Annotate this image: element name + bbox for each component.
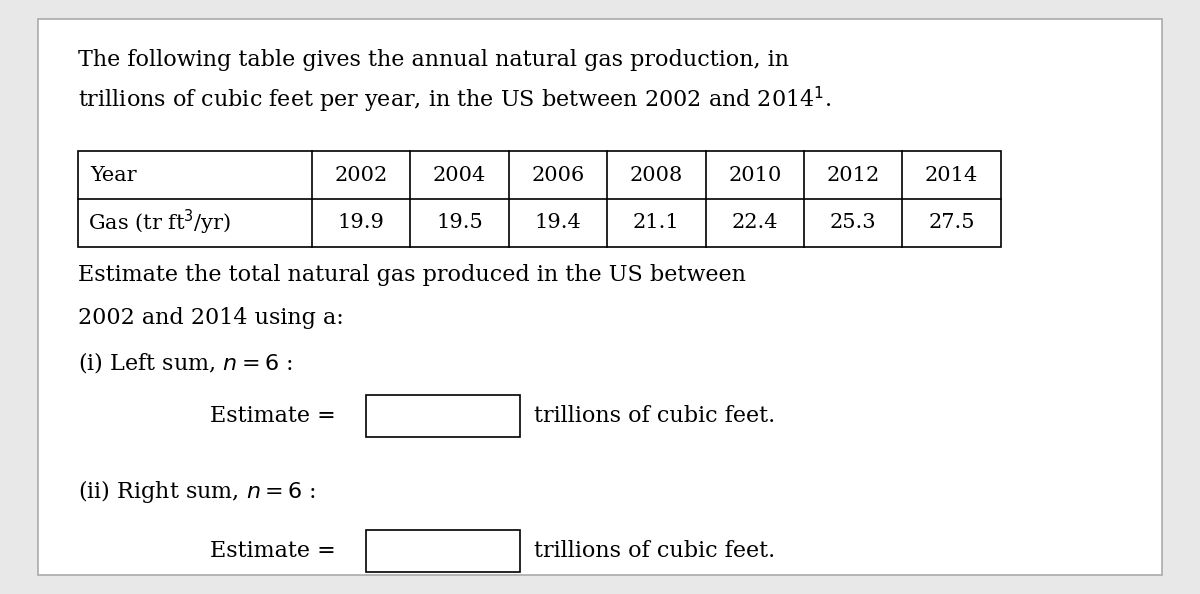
Text: Estimate the total natural gas produced in the US between: Estimate the total natural gas produced … xyxy=(78,264,746,286)
Text: 2002 and 2014 using a:: 2002 and 2014 using a: xyxy=(78,307,343,329)
Text: Gas (tr ft$^3$/yr): Gas (tr ft$^3$/yr) xyxy=(88,208,230,238)
Text: 22.4: 22.4 xyxy=(732,213,778,232)
Text: 2006: 2006 xyxy=(532,166,584,185)
Text: (ii) Right sum, $n = 6$ :: (ii) Right sum, $n = 6$ : xyxy=(78,478,316,505)
Text: 2010: 2010 xyxy=(728,166,781,185)
Text: 19.4: 19.4 xyxy=(535,213,581,232)
Text: 27.5: 27.5 xyxy=(929,213,974,232)
Text: 2004: 2004 xyxy=(433,166,486,185)
Text: 21.1: 21.1 xyxy=(634,213,679,232)
Text: 2014: 2014 xyxy=(925,166,978,185)
Text: 19.5: 19.5 xyxy=(437,213,482,232)
Text: 2002: 2002 xyxy=(335,166,388,185)
Text: (i) Left sum, $n = 6$ :: (i) Left sum, $n = 6$ : xyxy=(78,350,293,375)
Text: trillions of cubic feet per year, in the US between 2002 and 2014$^1$.: trillions of cubic feet per year, in the… xyxy=(78,84,832,115)
Text: Estimate =: Estimate = xyxy=(210,405,336,427)
Text: The following table gives the annual natural gas production, in: The following table gives the annual nat… xyxy=(78,49,790,71)
Text: Year: Year xyxy=(90,166,137,185)
Text: Estimate =: Estimate = xyxy=(210,540,336,562)
Text: trillions of cubic feet.: trillions of cubic feet. xyxy=(534,405,775,427)
Text: 2012: 2012 xyxy=(827,166,880,185)
Text: 19.9: 19.9 xyxy=(337,213,385,232)
Text: 25.3: 25.3 xyxy=(830,213,876,232)
Text: 2008: 2008 xyxy=(630,166,683,185)
Text: trillions of cubic feet.: trillions of cubic feet. xyxy=(534,540,775,562)
